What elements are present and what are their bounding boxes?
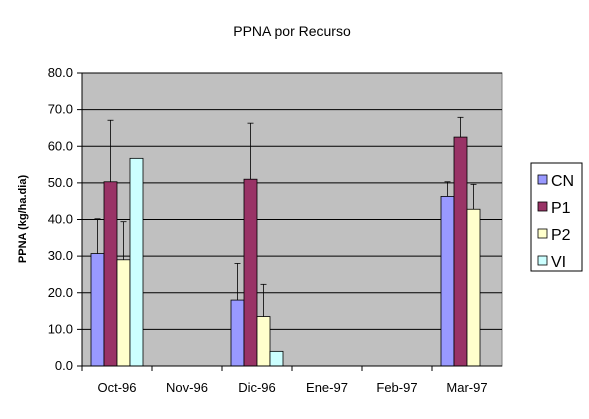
y-tick-label: 20.0 (48, 285, 73, 300)
bar-cn (90, 253, 105, 367)
y-tick-label: 30.0 (48, 248, 73, 263)
legend-label-vi: VI (551, 254, 566, 271)
legend-label-cn: CN (551, 173, 574, 190)
bar-p2 (256, 316, 271, 367)
x-tick-label: Nov-96 (166, 380, 208, 395)
legend: CN P1 P2 VI (530, 162, 583, 272)
bar-p1 (453, 136, 468, 367)
legend-swatch-vi (537, 255, 548, 266)
bar-p1 (243, 178, 258, 367)
chart-title: PPNA por Recurso (233, 23, 351, 39)
legend-label-p1: P1 (551, 200, 571, 217)
legend-swatch-p2 (537, 228, 548, 239)
y-tick-label: 60.0 (48, 138, 73, 153)
legend-swatch-cn (537, 174, 548, 185)
bar-vi (129, 157, 144, 367)
y-tick-label: 0.0 (55, 358, 73, 373)
x-tick-label: Dic-96 (238, 380, 276, 395)
bar-cn (230, 299, 245, 367)
bar-p2 (116, 259, 131, 367)
x-tick-label: Feb-97 (376, 380, 417, 395)
bar-vi (269, 350, 284, 367)
bar-p1 (103, 181, 118, 367)
bar-p2 (466, 208, 481, 367)
x-tick-label: Ene-97 (306, 380, 348, 395)
y-axis-label: PPNA (kg/ha.dia) (17, 175, 29, 264)
y-tick-label: 50.0 (48, 175, 73, 190)
x-tick-label: Mar-97 (446, 380, 487, 395)
y-tick-label: 10.0 (48, 321, 73, 336)
grid-layer (81, 72, 503, 367)
axis-layer: 0.0 10.0 20.0 30.0 40.0 50.0 60.0 70.0 80.0 Oct-9… (48, 65, 502, 395)
x-tick-label: Oct-96 (97, 380, 136, 395)
bars-layer (90, 116, 481, 367)
y-tick-label: 70.0 (48, 102, 73, 117)
legend-label-p2: P2 (551, 227, 571, 244)
y-tick-label: 80.0 (48, 65, 73, 80)
legend-swatch-p1 (537, 201, 548, 212)
y-tick-label: 40.0 (48, 212, 73, 227)
bar-cn (440, 196, 455, 367)
